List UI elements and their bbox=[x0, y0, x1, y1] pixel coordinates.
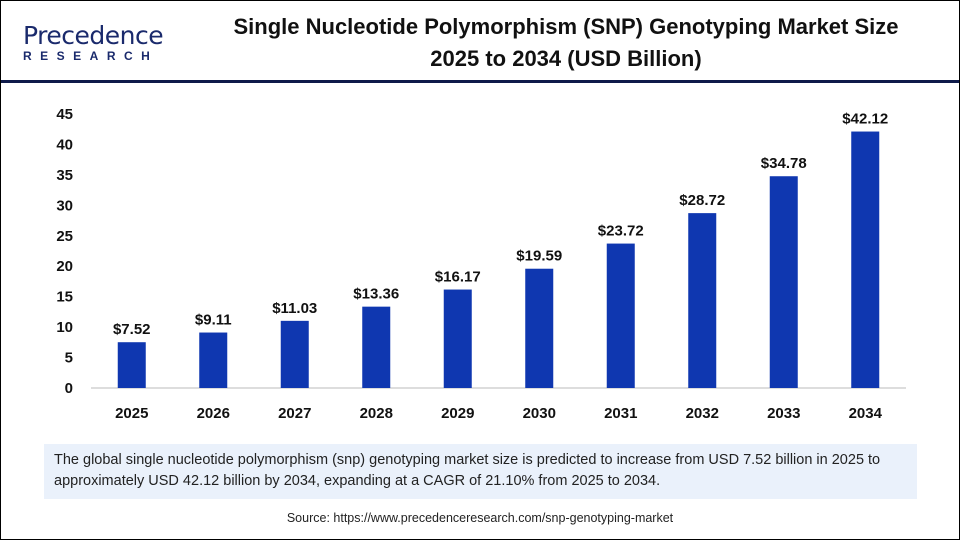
x-tick-label: 2025 bbox=[115, 405, 148, 422]
bar-chart: 051015202530354045$7.522025$9.112026$11.… bbox=[56, 106, 906, 422]
data-label: $42.12 bbox=[842, 111, 888, 128]
x-tick-label: 2030 bbox=[523, 405, 556, 422]
title-line-1: Single Nucleotide Polymorphism (SNP) Gen… bbox=[233, 14, 899, 39]
chart-title: Single Nucleotide Polymorphism (SNP) Gen… bbox=[181, 11, 951, 75]
x-tick-label: 2032 bbox=[686, 405, 719, 422]
data-label: $28.72 bbox=[679, 192, 725, 209]
y-tick-label: 5 bbox=[65, 350, 73, 367]
x-tick-label: 2031 bbox=[604, 405, 637, 422]
y-tick-label: 0 bbox=[65, 380, 73, 397]
logo-wordmark: Precedence bbox=[23, 21, 164, 50]
precedence-research-logo: Precedence RESEARCH bbox=[17, 21, 164, 63]
bar-2028 bbox=[362, 306, 391, 388]
y-tick-label: 35 bbox=[56, 167, 73, 184]
y-tick-label: 25 bbox=[56, 228, 73, 245]
x-tick-label: 2029 bbox=[441, 405, 474, 422]
bar-2030 bbox=[525, 268, 554, 388]
logo-subtitle: RESEARCH bbox=[23, 49, 159, 63]
y-tick-label: 10 bbox=[56, 319, 73, 336]
x-tick-label: 2033 bbox=[767, 405, 800, 422]
data-label: $23.72 bbox=[598, 223, 644, 240]
y-tick-label: 40 bbox=[56, 136, 73, 153]
x-tick-label: 2026 bbox=[197, 405, 230, 422]
summary-note: The global single nucleotide polymorphis… bbox=[44, 444, 917, 499]
bar-2031 bbox=[606, 243, 635, 388]
data-label: $34.78 bbox=[761, 155, 807, 172]
y-tick-label: 20 bbox=[56, 258, 73, 275]
source-text: Source: https://www.precedenceresearch.c… bbox=[286, 511, 674, 525]
data-label: $9.11 bbox=[195, 312, 232, 329]
bar-2034 bbox=[851, 131, 880, 388]
data-label: $7.52 bbox=[113, 321, 151, 338]
x-tick-label: 2028 bbox=[360, 405, 393, 422]
bar-2025 bbox=[117, 342, 146, 388]
data-label: $16.17 bbox=[435, 269, 481, 286]
title-line-2: 2025 to 2034 (USD Billion) bbox=[430, 46, 702, 71]
x-tick-label: 2027 bbox=[278, 405, 311, 422]
bar-2026 bbox=[199, 332, 228, 388]
y-tick-label: 15 bbox=[56, 289, 73, 306]
data-label: $13.36 bbox=[353, 286, 399, 303]
y-tick-label: 45 bbox=[56, 106, 73, 123]
data-label: $11.03 bbox=[272, 300, 317, 317]
bar-2029 bbox=[443, 289, 472, 388]
bar-2032 bbox=[688, 213, 717, 388]
x-tick-label: 2034 bbox=[849, 405, 883, 422]
y-tick-label: 30 bbox=[56, 197, 73, 214]
header-divider bbox=[1, 80, 959, 83]
bar-2033 bbox=[769, 176, 798, 388]
bar-2027 bbox=[280, 320, 309, 388]
data-label: $19.59 bbox=[516, 248, 562, 265]
